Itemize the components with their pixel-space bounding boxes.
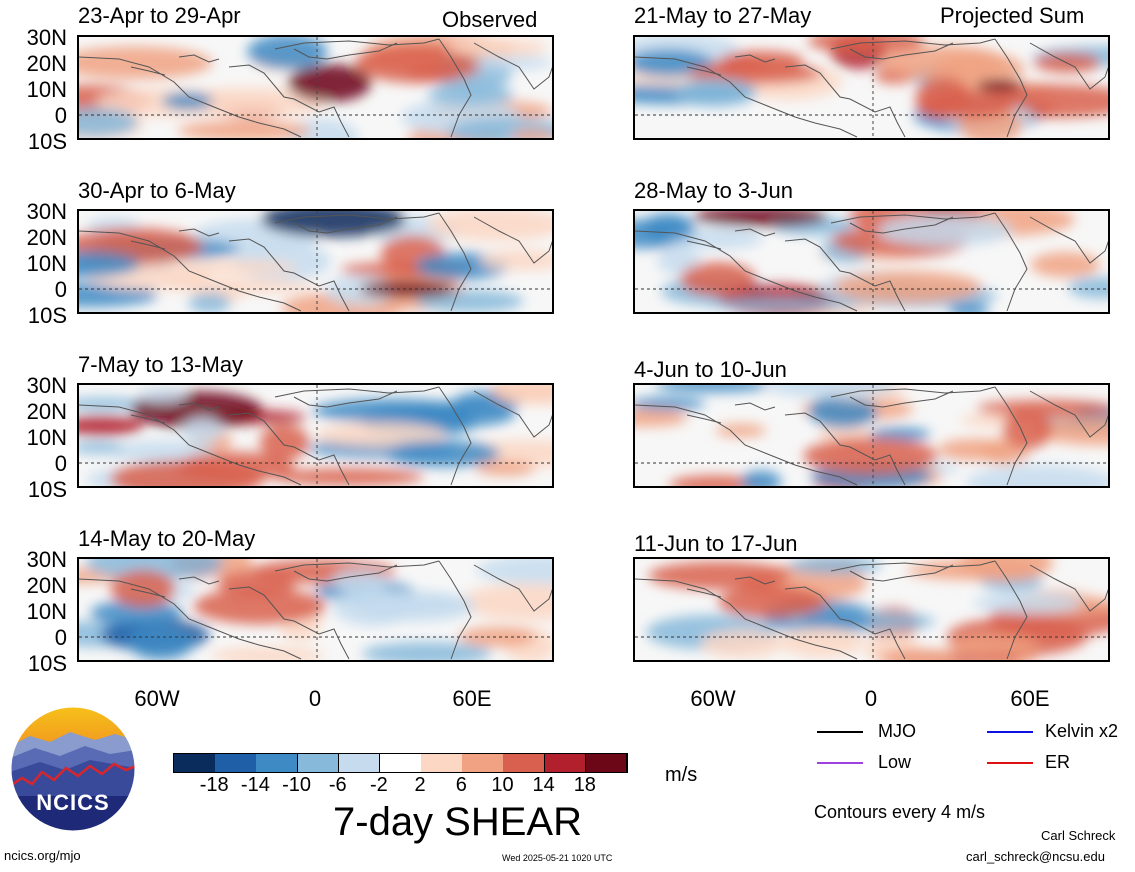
colorbar-swatch [174,754,216,772]
contour-note: Contours every 4 m/s [814,802,986,822]
lat-label: 30N [26,547,67,572]
lat-label: 0 [54,277,67,302]
footer-timestamp: Wed 2025-05-21 1020 UTC [502,853,613,863]
footer-url[interactable]: ncics.org/mjo [4,848,81,863]
legend-label: MJO [878,721,916,741]
legend-label: Kelvin x2 [1045,721,1119,741]
projected-panel-title: 21-May to 27-May [634,3,812,28]
lat-label: 20N [26,573,67,598]
colorbar-tick-label: -14 [240,774,270,796]
lat-label: 10S [27,477,67,502]
observed-panel-title: 7-May to 13-May [78,352,244,377]
colorbar-tick-label: -18 [199,774,229,796]
lat-label: 0 [54,103,67,128]
colorbar-tick-label: 10 [491,774,514,796]
projected-shear-map [633,209,1110,314]
lat-label: 20N [26,51,67,76]
colorbar-swatch [338,754,381,772]
observed-panel-title: 30-Apr to 6-May [78,178,236,203]
projected-shear-map [633,35,1110,140]
lat-label: 10N [26,77,67,102]
lat-label: 10S [27,303,67,328]
projected-sum-label: Projected Sum [940,3,1085,28]
projected-shear-map [633,383,1110,488]
lat-label: 30N [26,199,67,224]
observed-shear-map [77,383,554,488]
colorbar-swatch [421,754,463,772]
colorbar-swatch [544,754,587,772]
colorbar-swatch [215,754,257,772]
colorbar [173,753,628,773]
legend-swatch-low [817,762,863,764]
colorbar-swatch [379,754,422,772]
observed-label: Observed [442,7,538,32]
colorbar-tick-label: -10 [282,774,311,796]
lat-label: 0 [54,625,67,650]
legend-swatch-er [987,762,1033,764]
legend-swatch-mjo [817,731,863,733]
colorbar-tick-label: 6 [455,774,467,796]
lat-label: 10S [27,651,67,676]
colorbar-tick-label: 18 [573,774,596,796]
projected-shear-map [633,557,1110,662]
observed-shear-map [77,209,554,314]
logo-text: NCICS [36,790,110,815]
lat-label: 10S [27,129,67,154]
footer-email[interactable]: carl_schreck@ncsu.edu [966,849,1105,864]
figure-title: 7-day SHEAR [333,800,582,844]
lat-label: 30N [26,373,67,398]
colorbar-tick-label: -2 [370,774,388,796]
projected-panel-title: 28-May to 3-Jun [634,178,793,203]
projected-panel-title: 4-Jun to 10-Jun [634,357,787,382]
lon-label: 60W [690,686,736,711]
legend-swatch-kelvin [987,731,1033,733]
lat-label: 10N [26,599,67,624]
lat-label: 10N [26,251,67,276]
colorbar-swatch [256,754,299,772]
colorbar-tick-label: 2 [414,774,426,796]
lat-label: 10N [26,425,67,450]
lon-label: 60E [1010,686,1050,711]
observed-panel-title: 14-May to 20-May [78,526,256,551]
lon-label: 60W [134,686,180,711]
lat-label: 30N [26,25,67,50]
lat-label: 0 [54,451,67,476]
colorbar-units: m/s [665,764,698,786]
lat-label: 20N [26,399,67,424]
colorbar-swatch [297,754,340,772]
ncics-logo: NCICS [10,706,136,832]
lon-label: 0 [864,686,878,711]
colorbar-tick-label: -6 [328,774,347,796]
observed-shear-map [77,557,554,662]
lon-label: 60E [452,686,492,711]
colorbar-swatch [503,754,546,772]
observed-panel-title: 23-Apr to 29-Apr [78,3,241,28]
legend-label: Low [878,752,912,772]
lon-label: 0 [308,686,322,711]
legend-label: ER [1045,752,1071,772]
projected-panel-title: 11-Jun to 17-Jun [634,531,798,556]
colorbar-swatch [585,754,628,772]
lat-label: 20N [26,225,67,250]
observed-shear-map [77,35,554,140]
footer-author: Carl Schreck [1041,828,1116,843]
colorbar-tick-label: 14 [532,774,555,796]
colorbar-swatch [462,754,504,772]
